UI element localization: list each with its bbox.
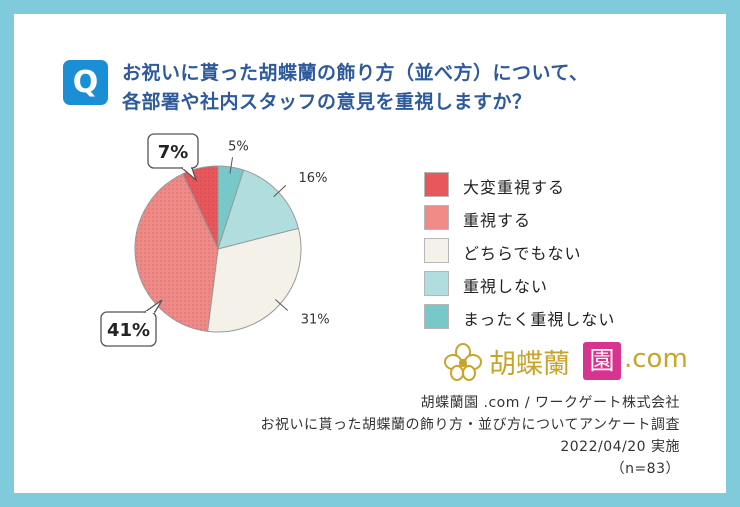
legend-swatch: [424, 205, 449, 230]
pie-slice-texture-4: [135, 173, 218, 332]
orchid-icon: [444, 343, 482, 381]
data-label-31%: 31%: [301, 312, 330, 327]
callout-box-4: [100, 311, 157, 347]
leader-line-3: [274, 299, 289, 311]
legend-swatch: [424, 238, 449, 263]
legend-swatch: [424, 271, 449, 296]
legend-swatch: [424, 172, 449, 197]
leader-line-2: [273, 184, 287, 198]
question-line-2: 各部署や社内スタッフの意見を重視しますか？: [122, 91, 532, 113]
brand-logo: 胡蝶蘭 園 .com: [443, 340, 688, 382]
logo-square-mark: 園: [583, 342, 621, 380]
data-label-5%: 5%: [228, 139, 249, 154]
question-badge: Q: [63, 60, 108, 105]
leader-line-1: [229, 157, 234, 174]
survey-title: お祝いに貰った胡蝶蘭の飾り方・並び方についてアンケート調査: [260, 417, 680, 433]
sample-size: （n=83）: [610, 461, 680, 477]
data-label-7%: 7%: [158, 142, 189, 163]
data-label-16%: 16%: [299, 171, 328, 186]
data-label-41%: 41%: [107, 320, 150, 341]
survey-date: 2022/04/20 実施: [560, 439, 680, 455]
legend-swatch: [424, 304, 449, 329]
logo-brand-text: 胡蝶蘭: [489, 349, 570, 380]
source-credit: 胡蝶蘭園 .com / ワークゲート株式会社: [420, 395, 680, 411]
callout-box-5: [147, 133, 199, 169]
pie-slice-texture-5: [182, 166, 218, 249]
legend-label: まったく重視しない: [463, 310, 616, 329]
legend-label: 重視する: [463, 211, 532, 230]
legend-label: 重視しない: [463, 277, 549, 296]
legend-label: 大変重視する: [463, 178, 566, 197]
logo-domain: .com: [624, 344, 688, 374]
frame: [14, 14, 726, 493]
question-line-1: お祝いに貰った胡蝶蘭の飾り方（並べ方）について、: [122, 62, 589, 84]
legend-label: どちらでもない: [463, 244, 582, 263]
